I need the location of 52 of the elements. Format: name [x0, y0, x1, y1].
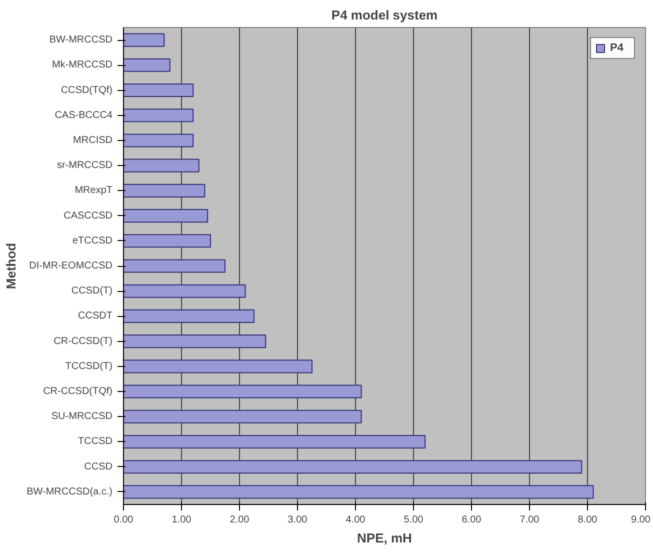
x-tick-label: 4.00: [346, 514, 366, 526]
bar: [124, 360, 312, 374]
bar: [124, 234, 211, 248]
bar: [124, 158, 200, 172]
bar: [124, 58, 170, 72]
chart-title: P4 model system: [331, 8, 438, 22]
y-axis-title: Method: [4, 242, 19, 290]
y-tick-label: BW-MRCCSD(a.c.): [26, 486, 113, 498]
bar: [124, 134, 194, 148]
y-tick-label: Mk-MRCCSD: [52, 60, 112, 71]
y-tick-label: CCSD(TQf): [60, 84, 113, 96]
x-tick-label: 6.00: [462, 514, 482, 526]
y-tick-label: CCSD(T): [71, 286, 113, 297]
x-tick-label: 2.00: [230, 514, 250, 526]
bar: [124, 460, 582, 474]
bar: [124, 284, 246, 298]
bar: [124, 209, 208, 223]
bar: [124, 309, 254, 323]
x-tick-label: 0.00: [114, 514, 134, 526]
y-tick-label: SU-MRCCSD: [51, 411, 112, 422]
y-tick-label: CR-CCSD(T): [54, 336, 113, 347]
bar: [124, 485, 594, 499]
y-tick-label: CCSDT: [78, 310, 113, 322]
y-tick-label: eTCCSD: [72, 235, 113, 246]
bar: [124, 108, 194, 122]
y-tick-label: sr-MRCCSD: [56, 160, 112, 172]
bar: [124, 334, 266, 348]
bar: [124, 410, 362, 424]
y-tick-label: CASCCSD: [64, 210, 113, 222]
y-tick-label: CR-CCSD(TQf): [43, 386, 113, 398]
x-tick-label: 8.00: [578, 514, 598, 526]
legend-label: P4: [610, 42, 624, 54]
y-tick-label: TCCSD(T): [65, 360, 113, 372]
y-tick-label: CAS-BCCC4: [54, 110, 113, 121]
x-axis-title: NPE, mH: [357, 530, 412, 546]
x-tick-label: 9.00: [631, 514, 651, 526]
y-tick-label: DI-MR-EOMCCSD: [29, 260, 113, 272]
bar: [124, 384, 362, 398]
bar: [124, 259, 226, 273]
y-tick-label: BW-MRCCSD: [49, 34, 113, 46]
x-tick-label: 5.00: [404, 514, 424, 526]
bar: [124, 83, 194, 98]
bar: [124, 184, 206, 198]
y-tick-label: MRCISD: [73, 134, 113, 146]
y-tick-label: MRexpT: [74, 185, 113, 196]
bar: [124, 33, 165, 47]
y-tick-label: CCSD: [84, 461, 113, 472]
x-tick-label: 1.00: [172, 514, 192, 526]
x-tick-label: 7.00: [520, 514, 540, 526]
x-tick-label: 3.00: [288, 514, 308, 526]
y-tick-label: TCCSD: [78, 436, 113, 448]
bar: [124, 434, 426, 449]
